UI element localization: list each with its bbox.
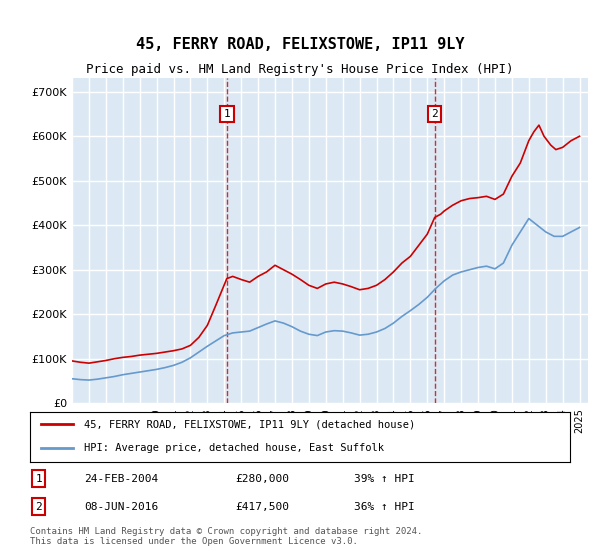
Text: 1: 1 [223,109,230,119]
Text: 45, FERRY ROAD, FELIXSTOWE, IP11 9LY: 45, FERRY ROAD, FELIXSTOWE, IP11 9LY [136,38,464,52]
Text: 08-JUN-2016: 08-JUN-2016 [84,502,158,512]
Text: Price paid vs. HM Land Registry's House Price Index (HPI): Price paid vs. HM Land Registry's House … [86,63,514,77]
Text: Contains HM Land Registry data © Crown copyright and database right 2024.
This d: Contains HM Land Registry data © Crown c… [30,526,422,546]
Text: 2: 2 [35,502,42,512]
Text: £417,500: £417,500 [235,502,289,512]
Text: 1: 1 [35,474,42,484]
Text: 45, FERRY ROAD, FELIXSTOWE, IP11 9LY (detached house): 45, FERRY ROAD, FELIXSTOWE, IP11 9LY (de… [84,419,415,429]
Text: HPI: Average price, detached house, East Suffolk: HPI: Average price, detached house, East… [84,443,384,453]
Text: 39% ↑ HPI: 39% ↑ HPI [354,474,415,484]
Text: 2: 2 [431,109,438,119]
Text: £280,000: £280,000 [235,474,289,484]
Text: 24-FEB-2004: 24-FEB-2004 [84,474,158,484]
Text: 36% ↑ HPI: 36% ↑ HPI [354,502,415,512]
